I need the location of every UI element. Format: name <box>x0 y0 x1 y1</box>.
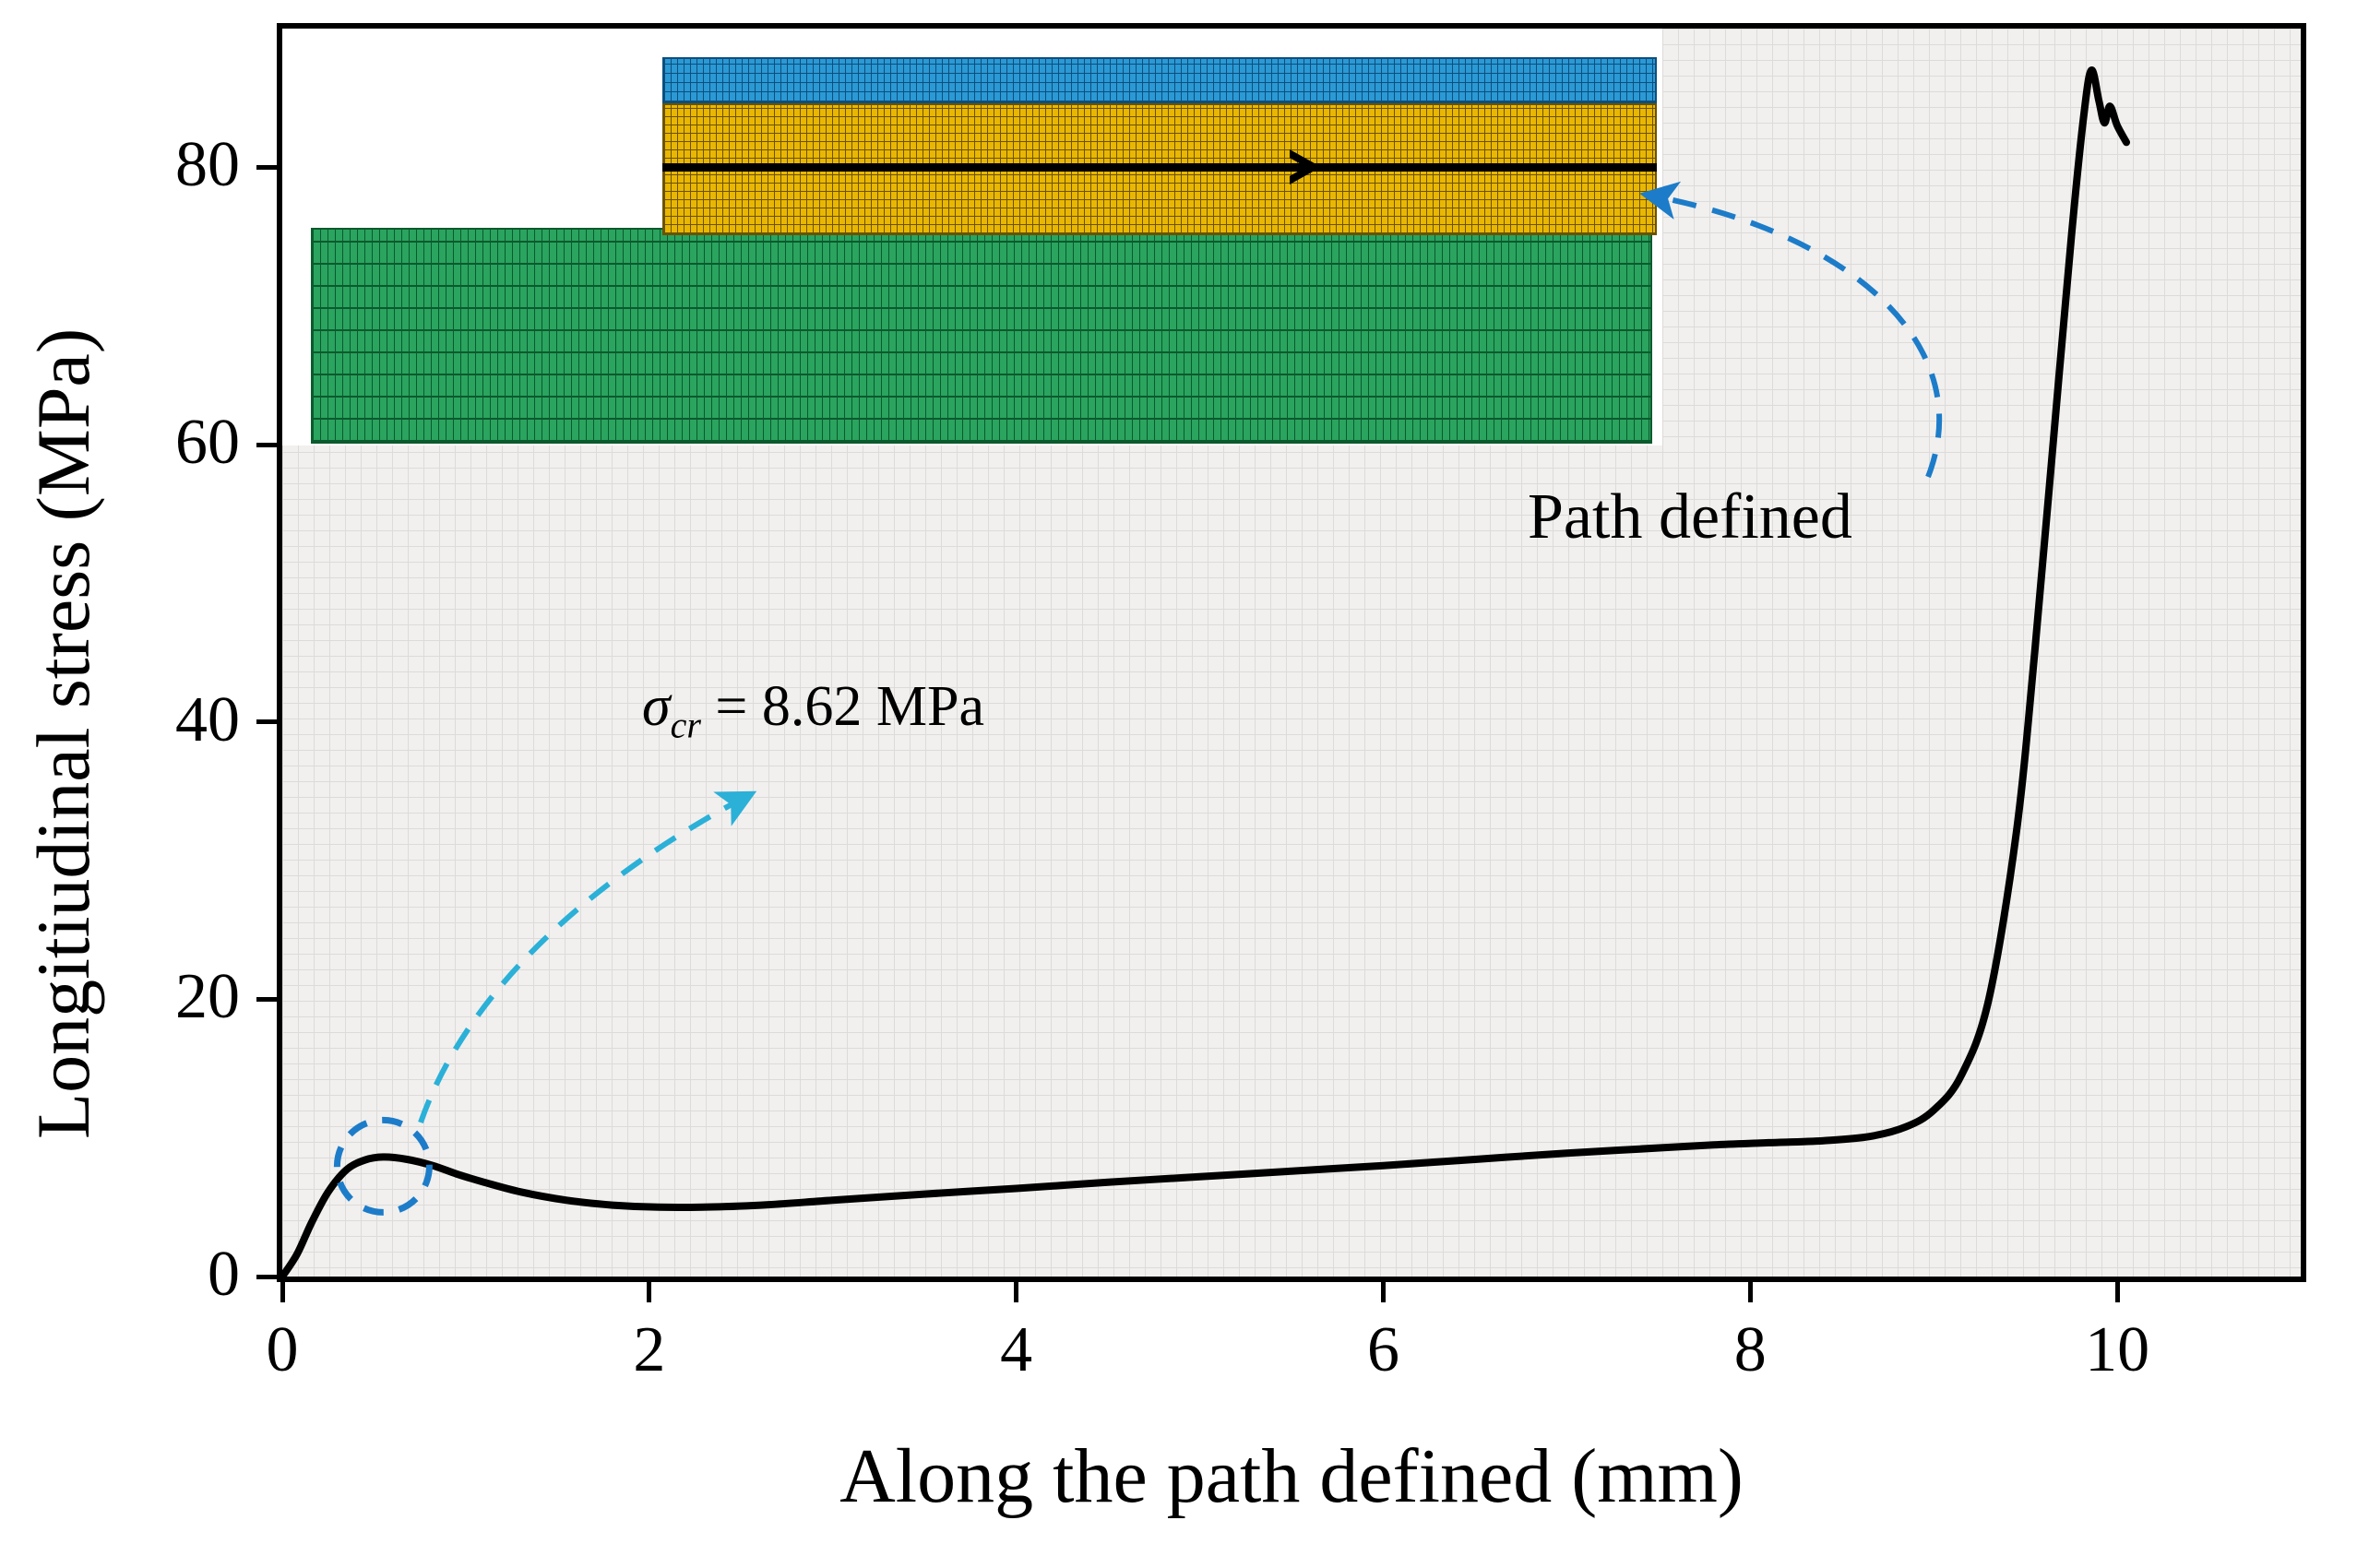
sigma-symbol: σ <box>642 675 671 738</box>
mesh-inset <box>282 29 1662 445</box>
y-tick-mark <box>256 996 277 1002</box>
x-tick-label: 6 <box>1366 1314 1399 1385</box>
stress-curve <box>282 66 2130 1277</box>
x-tick-mark <box>280 1282 285 1302</box>
sigma-value: = 8.62 MPa <box>700 675 984 738</box>
y-tick-label: 40 <box>175 683 240 755</box>
path-annotation-arrow <box>1639 181 1943 479</box>
critical-stress-annotation: σcr = 8.62 MPa <box>642 674 984 746</box>
path-defined-annotation: Path defined <box>1528 481 1852 552</box>
y-tick-label: 20 <box>175 961 240 1033</box>
x-tick-label: 0 <box>266 1314 299 1385</box>
sigma-annotation-arrow <box>418 790 757 1123</box>
defined-path-line <box>662 163 1657 172</box>
mesh-green-block <box>311 228 1652 444</box>
y-tick-mark <box>256 1274 277 1279</box>
plot-canvas <box>282 66 2130 1277</box>
x-tick-mark <box>647 1282 652 1302</box>
x-tick-label: 2 <box>633 1314 666 1385</box>
x-tick-mark <box>1380 1282 1386 1302</box>
sigma-subscript: cr <box>670 704 701 746</box>
x-tick-label: 4 <box>1000 1314 1033 1385</box>
y-tick-label: 80 <box>175 129 240 201</box>
x-tick-label: 10 <box>2085 1314 2150 1385</box>
x-tick-mark <box>2114 1282 2120 1302</box>
plot-area: σcr = 8.62 MPa Path defined <box>277 23 2306 1282</box>
x-axis-label: Along the path defined (mm) <box>839 1433 1744 1519</box>
y-tick-mark <box>256 719 277 725</box>
y-tick-mark <box>256 442 277 447</box>
y-tick-label: 60 <box>175 407 240 478</box>
x-tick-label: 8 <box>1733 1314 1767 1385</box>
x-tick-mark <box>1014 1282 1019 1302</box>
mesh-blue-layer <box>662 57 1657 103</box>
y-axis-label: Longitiudinal stress (MPa) <box>21 327 105 1139</box>
y-tick-mark <box>256 164 277 170</box>
critical-point-circle <box>333 1116 433 1216</box>
y-tick-label: 0 <box>208 1239 240 1310</box>
x-tick-mark <box>1747 1282 1753 1302</box>
